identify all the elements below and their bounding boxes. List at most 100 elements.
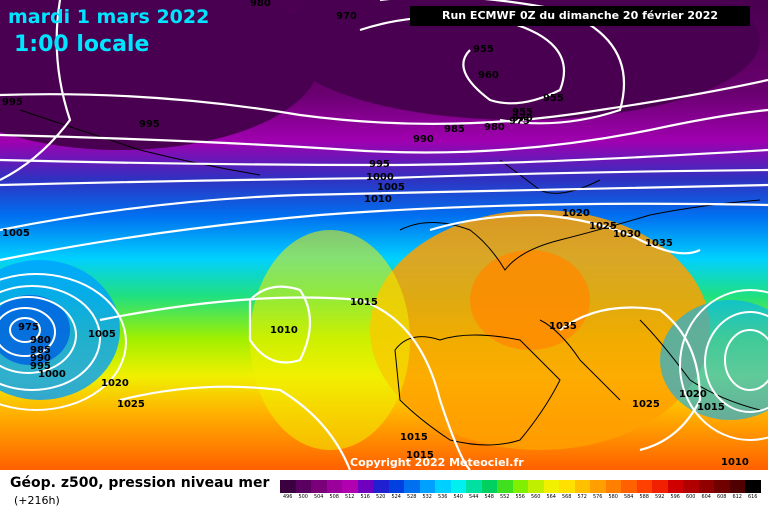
isobar-label: 1000 xyxy=(38,369,66,380)
isobar-label: 1025 xyxy=(117,399,145,410)
isobar-label: 985 xyxy=(30,345,51,356)
isobar-label: 975 xyxy=(18,322,39,333)
legend-value: 604 xyxy=(701,494,711,500)
legend-cell: 592 xyxy=(652,480,668,504)
legend-cell: 576 xyxy=(590,480,606,504)
legend-cell: 532 xyxy=(419,480,435,504)
isobar-label: 990 xyxy=(30,353,51,364)
isobar-label: 1015 xyxy=(400,432,428,443)
legend-cell: 536 xyxy=(435,480,451,504)
legend-value: 508 xyxy=(329,494,339,500)
legend-value: 556 xyxy=(515,494,525,500)
legend-value: 576 xyxy=(593,494,603,500)
legend-swatch xyxy=(745,480,761,493)
legend-swatch xyxy=(714,480,730,493)
isobar-label: 1015 xyxy=(697,402,725,413)
legend-swatch xyxy=(559,480,575,493)
legend-value: 564 xyxy=(546,494,556,500)
legend-value: 516 xyxy=(360,494,370,500)
legend-swatch xyxy=(342,480,358,493)
isobar-label: 1035 xyxy=(645,238,673,249)
isobar-label: 1035 xyxy=(549,321,577,332)
legend-swatch xyxy=(326,480,342,493)
legend-swatch xyxy=(512,480,528,493)
isobar-labels: 980 970 955 960 955 955 970 975 985 980 … xyxy=(2,0,749,468)
legend-cell: 552 xyxy=(497,480,513,504)
legend-swatch xyxy=(419,480,435,493)
low-pressure-northwest xyxy=(0,0,320,150)
forecast-hour: (+216h) xyxy=(14,494,60,507)
legend-value: 584 xyxy=(624,494,634,500)
legend-value: 612 xyxy=(732,494,742,500)
legend-swatch xyxy=(574,480,590,493)
forecast-time: 1:00 locale xyxy=(14,32,150,57)
isobar-label: 1015 xyxy=(350,297,378,308)
isobar-label: 1020 xyxy=(101,378,129,389)
isobar-label: 980 xyxy=(250,0,271,9)
isobar-label: 955 xyxy=(473,44,494,55)
isobar-label: 970 xyxy=(336,11,357,22)
legend-value: 568 xyxy=(562,494,572,500)
legend-cell: 560 xyxy=(528,480,544,504)
legend-cell: 600 xyxy=(683,480,699,504)
isobar-label: 1005 xyxy=(377,182,405,193)
legend-cell: 616 xyxy=(745,480,761,504)
legend-value: 608 xyxy=(717,494,727,500)
isobar-label: 1000 xyxy=(366,172,394,183)
legend-swatch xyxy=(435,480,451,493)
isobar-label: 995 xyxy=(30,361,51,372)
legend-swatch xyxy=(621,480,637,493)
legend-cell: 504 xyxy=(311,480,327,504)
legend-cell: 572 xyxy=(574,480,590,504)
legend-cell: 596 xyxy=(667,480,683,504)
legend-swatch xyxy=(528,480,544,493)
legend-value: 544 xyxy=(469,494,479,500)
map-title: Géop. z500, pression niveau mer xyxy=(10,475,270,491)
isobar-label: 1020 xyxy=(679,389,707,400)
legend-value: 596 xyxy=(670,494,680,500)
legend-swatch xyxy=(481,480,497,493)
isobar-label: 1025 xyxy=(632,399,660,410)
isobar-label: 1025 xyxy=(589,221,617,232)
legend-value: 520 xyxy=(376,494,386,500)
legend-swatch xyxy=(698,480,714,493)
model-run-label: Run ECMWF 0Z du dimanche 20 février 2022 xyxy=(410,6,750,26)
isobar-label: 1010 xyxy=(270,325,298,336)
isobar-label: 980 xyxy=(484,122,505,133)
legend-swatch xyxy=(373,480,389,493)
legend-swatch xyxy=(683,480,699,493)
legend-swatch xyxy=(590,480,606,493)
legend-cell: 524 xyxy=(388,480,404,504)
low-pressure-north xyxy=(280,0,760,120)
isobar-label: 1005 xyxy=(2,228,30,239)
legend-value: 540 xyxy=(453,494,463,500)
legend-cell: 520 xyxy=(373,480,389,504)
map-area: 980 970 955 960 955 955 970 975 985 980 … xyxy=(0,0,768,470)
isobar-label: 955 xyxy=(543,93,564,104)
atlantic-ridge xyxy=(250,230,410,450)
legend-swatch xyxy=(667,480,683,493)
legend-cell: 512 xyxy=(342,480,358,504)
legend-swatch xyxy=(543,480,559,493)
legend-cell: 516 xyxy=(357,480,373,504)
legend-swatch xyxy=(636,480,652,493)
legend-cell: 604 xyxy=(698,480,714,504)
legend-cell: 544 xyxy=(466,480,482,504)
legend-value: 552 xyxy=(500,494,510,500)
legend-value: 536 xyxy=(438,494,448,500)
high-core xyxy=(470,250,590,350)
legend-cell: 540 xyxy=(450,480,466,504)
legend-cell: 528 xyxy=(404,480,420,504)
legend-value: 504 xyxy=(314,494,324,500)
legend-cell: 584 xyxy=(621,480,637,504)
legend-cell: 564 xyxy=(543,480,559,504)
legend-swatch xyxy=(311,480,327,493)
atlantic-low-isobars xyxy=(0,273,127,411)
legend-cell: 556 xyxy=(512,480,528,504)
legend-value: 572 xyxy=(577,494,587,500)
legend-value: 560 xyxy=(531,494,541,500)
legend-cell: 548 xyxy=(481,480,497,504)
isobar-label: 980 xyxy=(30,335,51,346)
legend-cell: 612 xyxy=(729,480,745,504)
legend-value: 616 xyxy=(748,494,758,500)
